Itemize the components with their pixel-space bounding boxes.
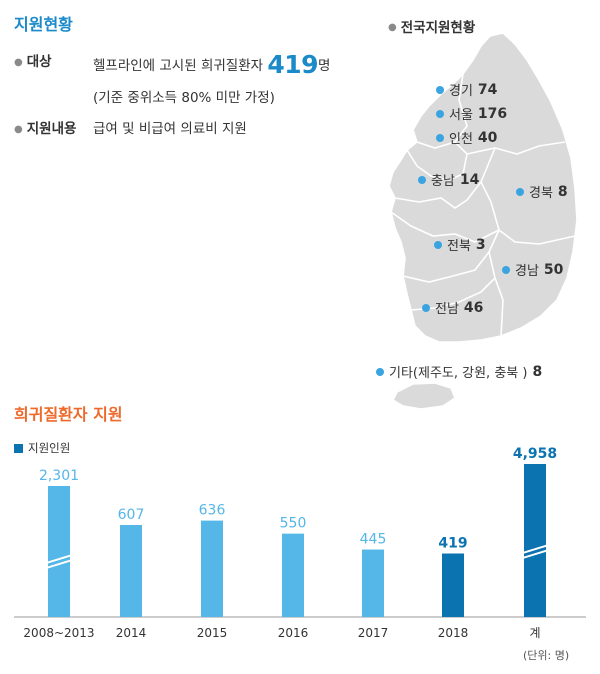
target-note: (기준 중위소득 80% 미만 가정) (93, 90, 275, 106)
target-text-prefix: 헬프라인에 고시된 희귀질환자 (93, 58, 264, 74)
region-value: 3 (475, 236, 486, 253)
region-dot-icon (516, 187, 524, 196)
target-count-unit: 명 (318, 58, 331, 74)
region-gyeongbuk: 경북 8 (516, 182, 568, 201)
x-tick-label: 2014 (116, 626, 147, 640)
region-value: 40 (477, 129, 498, 146)
unit-label: (단위: 명) (523, 649, 570, 662)
region-dot-icon (422, 303, 430, 312)
chart-legend: 지원인원 (14, 440, 70, 456)
content-label: 지원내용 (26, 121, 77, 137)
region-dot-icon (436, 109, 444, 118)
data-label: 445 (360, 532, 387, 548)
region-value: 176 (477, 105, 508, 122)
axis-break-mark (45, 554, 73, 565)
data-label: 550 (280, 516, 307, 532)
bar (362, 549, 384, 617)
axis-break-mark (45, 559, 73, 570)
bar-chart: 2,301 2008~2013 607 2014 636 2015 550 2016 445 20… (14, 446, 586, 640)
region-value: 8 (557, 183, 568, 200)
region-dot-icon (436, 133, 444, 142)
region-name: 경북 (529, 186, 553, 201)
target-text: 헬프라인에 고시된 희귀질환자 419명 (93, 50, 330, 79)
bullet-icon: ● (14, 56, 23, 68)
chart-section-title: 희귀질환자 지원 (14, 405, 123, 424)
region-name: 충남 (431, 174, 455, 189)
region-value: 74 (477, 81, 498, 98)
bar (282, 533, 304, 617)
region-dot-icon (434, 240, 442, 249)
x-tick-label: 2017 (358, 626, 389, 640)
region-gyeongnam: 경남 50 (502, 260, 563, 279)
content-text: 급여 및 비급여 의료비 지원 (93, 121, 247, 137)
region-name: 기타(제주도, 강원, 충북 ) (389, 366, 528, 381)
region-seoul: 서울 176 (436, 104, 507, 123)
region-value: 14 (459, 171, 480, 188)
region-name: 전북 (447, 239, 471, 254)
region-incheon: 인천 40 (436, 128, 497, 147)
data-label: 2,301 (39, 468, 79, 484)
region-dot-icon (502, 265, 510, 274)
region-value: 8 (532, 363, 543, 380)
region-name: 경기 (449, 84, 473, 99)
region-value: 46 (463, 299, 484, 316)
axis-break-mark (521, 549, 549, 560)
target-count: 419 (267, 50, 319, 79)
data-label: 607 (118, 507, 145, 523)
bar (120, 525, 142, 617)
map-title-wrap: ● 전국지원현황 (388, 16, 475, 36)
region-etc: 기타(제주도, 강원, 충북 ) 8 (376, 362, 542, 381)
target-label: 대상 (26, 54, 52, 70)
bullet-icon: ● (388, 22, 397, 33)
axis-break-mark (521, 544, 549, 555)
region-dot-icon (376, 367, 384, 376)
region-jeonnam: 전남 46 (422, 298, 483, 317)
x-tick-label: 계 (529, 626, 540, 640)
legend-swatch (14, 443, 23, 453)
data-label: 4,958 (513, 446, 557, 462)
data-label: 419 (438, 535, 467, 551)
x-tick-label: 2016 (278, 626, 309, 640)
region-value: 50 (543, 261, 564, 278)
region-chungnam: 충남 14 (418, 170, 479, 189)
map-title: 전국지원현황 (400, 20, 476, 36)
korea-map (388, 32, 578, 410)
region-name: 전남 (435, 302, 459, 317)
region-name: 서울 (449, 108, 473, 123)
legend-label: 지원인원 (28, 441, 71, 455)
bar (48, 486, 70, 617)
x-tick-label: 2008~2013 (23, 626, 94, 640)
content-row: ● 지원내용 (14, 117, 76, 137)
x-tick-label: 2018 (438, 626, 469, 640)
bar (524, 464, 546, 617)
region-name: 경남 (515, 264, 539, 279)
region-gyeonggi: 경기 74 (436, 80, 497, 99)
region-dot-icon (436, 85, 444, 94)
region-jeonbuk: 전북 3 (434, 235, 486, 254)
bullet-icon: ● (14, 123, 23, 135)
region-dot-icon (418, 175, 426, 184)
region-name: 인천 (449, 132, 473, 147)
bar (201, 520, 223, 617)
data-label: 636 (199, 503, 226, 519)
support-status-title: 지원현황 (14, 15, 73, 34)
target-row: ● 대상 (14, 50, 52, 70)
bar (442, 553, 464, 617)
x-tick-label: 2015 (197, 626, 228, 640)
